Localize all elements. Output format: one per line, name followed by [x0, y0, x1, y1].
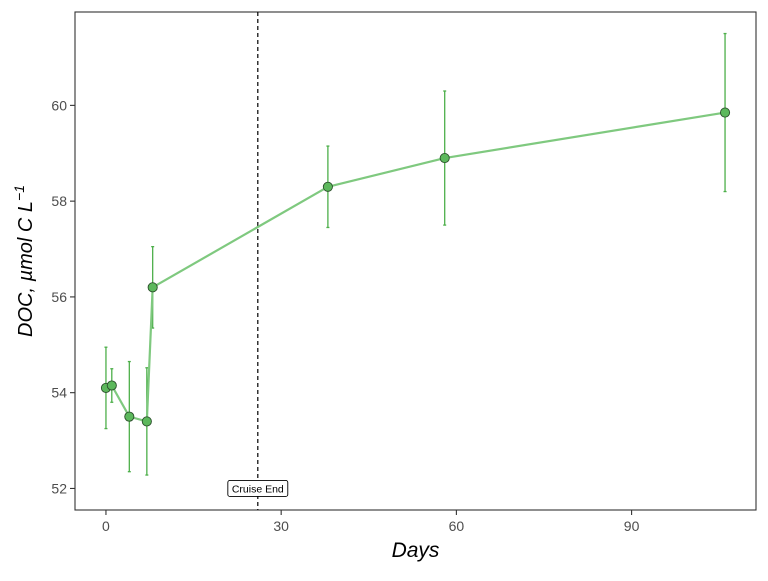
cruise-end-label: Cruise End	[232, 483, 284, 495]
y-tick-label: 60	[51, 97, 67, 113]
data-point	[106, 380, 117, 391]
plot-frame	[74, 11, 757, 511]
x-axis: 0 30 60 90	[102, 510, 640, 534]
x-axis-title: Days	[392, 539, 440, 562]
data-points	[100, 107, 731, 427]
data-point	[719, 107, 731, 118]
y-tick-label: 52	[51, 480, 67, 496]
y-tick-label: 56	[51, 289, 67, 305]
x-tick-label: 60	[449, 518, 465, 534]
y-axis-title-sup: −1	[11, 185, 27, 201]
x-tick-label: 0	[102, 518, 110, 534]
data-point	[322, 181, 333, 192]
x-tick-label: 90	[624, 518, 640, 534]
y-axis-title: DOC, µmol C L−1	[11, 185, 37, 337]
y-axis-title-main: DOC, µmol C L	[15, 201, 37, 337]
data-point	[124, 411, 135, 422]
x-tick-label: 30	[273, 518, 289, 534]
series-line	[105, 111, 726, 423]
annotation: Cruise End	[227, 480, 289, 497]
data-point	[439, 152, 450, 164]
y-axis: 52 54 56 58 60	[51, 97, 75, 496]
cruise-end-label-box	[227, 480, 289, 497]
doc-line	[105, 111, 726, 423]
data-point	[141, 416, 152, 427]
data-point	[147, 282, 158, 293]
y-tick-label: 54	[51, 385, 67, 401]
y-tick-label: 58	[51, 193, 67, 209]
